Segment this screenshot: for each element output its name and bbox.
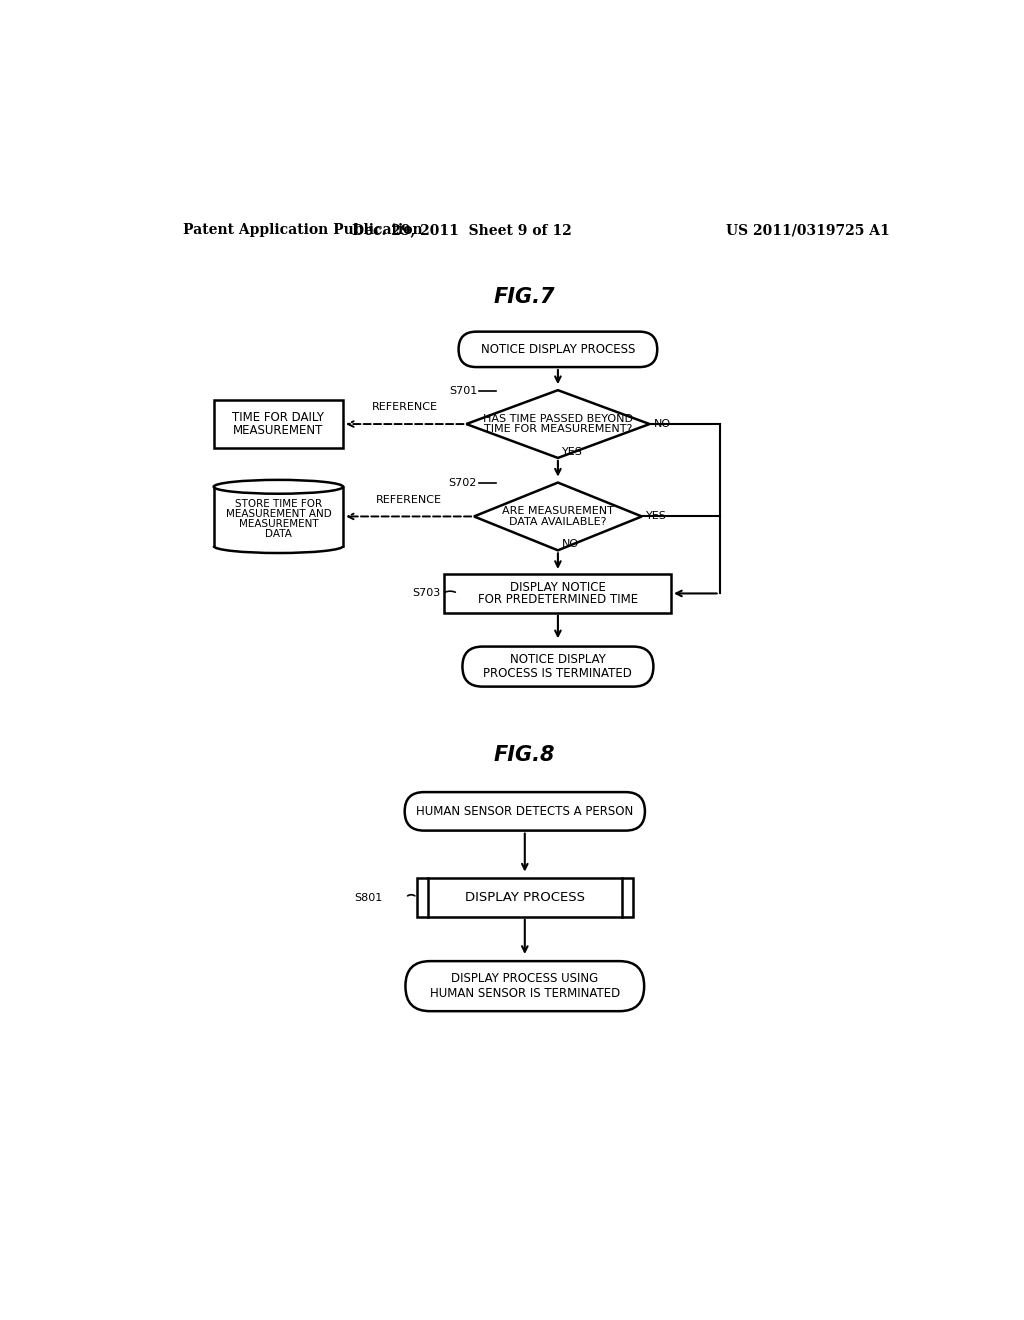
Text: DISPLAY NOTICE: DISPLAY NOTICE	[510, 581, 606, 594]
Bar	[417, 878, 633, 917]
Text: REFERENCE: REFERENCE	[372, 403, 437, 412]
Text: REFERENCE: REFERENCE	[376, 495, 441, 504]
Text: NO: NO	[562, 539, 579, 549]
Text: HAS TIME PASSED BEYOND: HAS TIME PASSED BEYOND	[483, 413, 633, 424]
Text: FOR PREDETERMINED TIME: FOR PREDETERMINED TIME	[478, 593, 638, 606]
Text: US 2011/0319725 A1: US 2011/0319725 A1	[726, 223, 890, 238]
FancyBboxPatch shape	[463, 647, 653, 686]
Text: ARE MEASUREMENT: ARE MEASUREMENT	[502, 506, 613, 516]
Text: TIME FOR MEASUREMENT?: TIME FOR MEASUREMENT?	[483, 425, 632, 434]
Polygon shape	[466, 391, 649, 458]
Ellipse shape	[214, 480, 343, 494]
Text: Patent Application Publication: Patent Application Publication	[183, 223, 423, 238]
Text: YES: YES	[562, 446, 583, 457]
Text: S701: S701	[449, 385, 477, 396]
Text: FIG.7: FIG.7	[494, 286, 556, 308]
Bar	[444, 574, 672, 612]
Text: DATA: DATA	[265, 529, 292, 539]
Text: TIME FOR DAILY: TIME FOR DAILY	[232, 412, 325, 425]
Text: MEASUREMENT AND: MEASUREMENT AND	[225, 510, 332, 519]
Text: DISPLAY PROCESS: DISPLAY PROCESS	[465, 891, 585, 904]
Text: Dec. 29, 2011  Sheet 9 of 12: Dec. 29, 2011 Sheet 9 of 12	[352, 223, 571, 238]
FancyBboxPatch shape	[404, 792, 645, 830]
Text: MEASUREMENT: MEASUREMENT	[239, 519, 318, 529]
Polygon shape	[474, 483, 642, 550]
Text: NOTICE DISPLAY PROCESS: NOTICE DISPLAY PROCESS	[480, 343, 635, 356]
Text: YES: YES	[646, 511, 668, 521]
Text: NO: NO	[654, 418, 672, 429]
Bar	[214, 400, 343, 447]
Text: HUMAN SENSOR DETECTS A PERSON: HUMAN SENSOR DETECTS A PERSON	[416, 805, 634, 818]
Text: S801: S801	[354, 892, 382, 903]
Text: PROCESS IS TERMINATED: PROCESS IS TERMINATED	[483, 667, 633, 680]
Text: MEASUREMENT: MEASUREMENT	[233, 424, 324, 437]
Text: FIG.8: FIG.8	[494, 746, 556, 766]
Text: NOTICE DISPLAY: NOTICE DISPLAY	[510, 653, 606, 667]
Text: HUMAN SENSOR IS TERMINATED: HUMAN SENSOR IS TERMINATED	[430, 987, 620, 1001]
Text: STORE TIME FOR: STORE TIME FOR	[234, 499, 322, 510]
Text: DISPLAY PROCESS USING: DISPLAY PROCESS USING	[452, 972, 598, 985]
FancyBboxPatch shape	[459, 331, 657, 367]
Text: S702: S702	[449, 478, 477, 488]
Text: DATA AVAILABLE?: DATA AVAILABLE?	[509, 517, 606, 527]
Text: S703: S703	[413, 589, 441, 598]
FancyBboxPatch shape	[406, 961, 644, 1011]
Bar	[214, 487, 343, 546]
